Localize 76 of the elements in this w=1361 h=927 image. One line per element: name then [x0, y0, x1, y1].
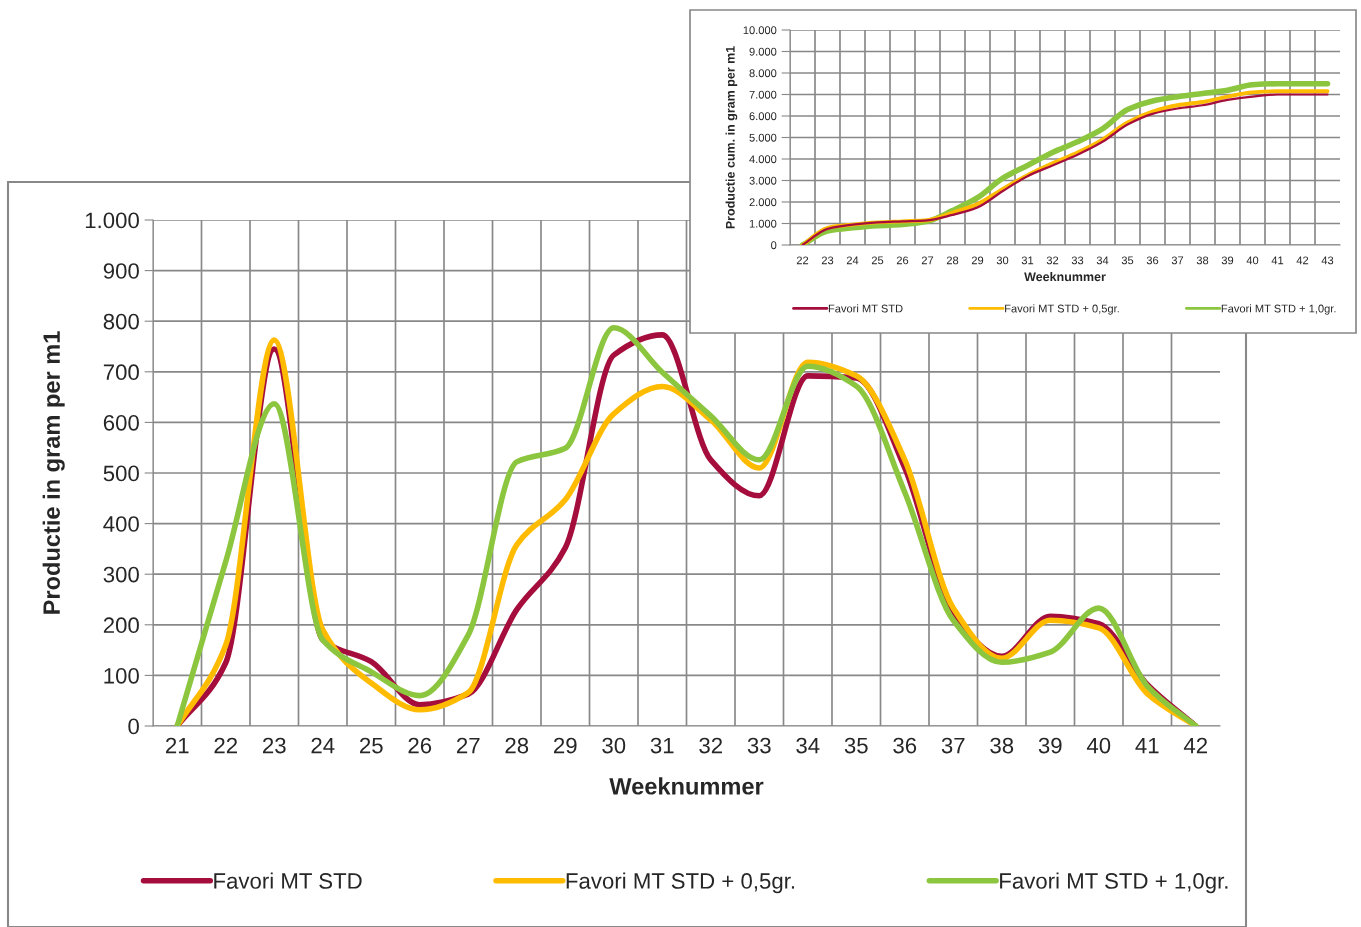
y-axis-title: Productie in gram per m1	[42, 331, 65, 614]
x-tick-label: 38	[1196, 256, 1209, 265]
y-tick-label: 800	[103, 313, 139, 330]
x-axis-title: Weeknummer	[1024, 272, 1106, 282]
x-axis-title: Weeknummer	[609, 777, 764, 795]
x-tick-label: 30	[996, 256, 1009, 265]
x-tick-label: 29	[971, 256, 984, 265]
legend-label: Favori MT STD + 0,5gr.	[566, 872, 795, 894]
y-axis-title: Productie cum. in gram per m1	[725, 46, 738, 229]
legend-label: Favori MT STD	[828, 304, 903, 313]
x-tick-label: 33	[1071, 256, 1084, 265]
x-tick-label: 40	[1246, 256, 1259, 265]
y-tick-label: 7.000	[749, 90, 777, 99]
legend-label: Favori MT STD + 1,0gr.	[1221, 304, 1336, 315]
x-tick-label: 21	[166, 737, 189, 754]
y-tick-label: 700	[103, 364, 139, 381]
x-tick-label: 23	[263, 737, 286, 754]
x-tick-label: 26	[896, 256, 909, 265]
legend-label: Favori MT STD + 1,0gr.	[1000, 872, 1228, 894]
x-tick-label: 26	[408, 737, 432, 754]
y-tick-label: 100	[104, 667, 139, 684]
x-tick-label: 34	[1096, 256, 1109, 265]
y-tick-label: 300	[103, 566, 139, 583]
y-tick-label: 200	[103, 617, 139, 634]
x-tick-label: 38	[990, 737, 1014, 754]
x-tick-label: 22	[214, 737, 237, 754]
x-tick-label: 28	[505, 737, 529, 754]
x-tick-label: 31	[1021, 256, 1034, 265]
x-tick-label: 37	[941, 737, 965, 754]
x-tick-label: 30	[602, 737, 626, 754]
x-tick-label: 23	[821, 256, 834, 265]
x-tick-label: 41	[1135, 737, 1159, 754]
x-tick-label: 39	[1038, 737, 1062, 754]
y-tick-label: 900	[103, 263, 139, 279]
x-tick-label: 39	[1221, 256, 1234, 265]
x-tick-label: 41	[1271, 256, 1284, 265]
x-tick-label: 43	[1321, 256, 1334, 265]
x-tick-label: 42	[1183, 737, 1207, 754]
y-tick-label: 1.000	[749, 219, 777, 228]
y-tick-label: 3.000	[749, 176, 777, 185]
y-tick-label: 2.000	[749, 198, 777, 207]
x-tick-label: 35	[844, 737, 868, 754]
y-tick-label: 8.000	[749, 69, 777, 78]
y-tick-label: 400	[103, 516, 139, 532]
x-tick-label: 25	[871, 256, 884, 265]
y-tick-label: 6.000	[749, 112, 777, 121]
x-tick-label: 22	[796, 256, 809, 265]
x-tick-label: 35	[1121, 256, 1134, 265]
x-tick-label: 36	[1146, 256, 1159, 265]
legend-label: Favori MT STD	[214, 872, 362, 889]
x-tick-label: 40	[1086, 737, 1111, 754]
x-tick-label: 28	[946, 256, 959, 265]
x-tick-label: 42	[1296, 256, 1309, 265]
y-tick-label: 600	[103, 414, 139, 431]
x-tick-label: 25	[360, 737, 383, 754]
x-tick-label: 34	[796, 737, 820, 754]
x-tick-label: 32	[1046, 256, 1059, 265]
y-tick-label: 500	[103, 465, 139, 482]
x-tick-label: 24	[311, 737, 335, 754]
x-tick-label: 27	[457, 737, 480, 754]
x-tick-label: 29	[554, 737, 577, 754]
x-tick-label: 27	[921, 256, 934, 265]
y-tick-label: 5.000	[749, 133, 777, 142]
x-tick-label: 31	[650, 737, 674, 754]
x-tick-label: 24	[846, 256, 859, 265]
y-tick-label: 10.000	[743, 26, 777, 35]
x-tick-label: 32	[699, 737, 722, 754]
legend-label: Favori MT STD + 0,5gr.	[1005, 304, 1119, 315]
y-tick-label: 0	[771, 241, 777, 250]
y-tick-label: 1.000	[85, 212, 139, 229]
x-tick-label: 37	[1171, 256, 1184, 265]
y-tick-label: 0	[128, 718, 139, 735]
x-tick-label: 36	[893, 737, 917, 754]
x-tick-label: 33	[747, 737, 771, 754]
y-tick-label: 9.000	[749, 47, 777, 56]
y-tick-label: 4.000	[749, 155, 777, 164]
